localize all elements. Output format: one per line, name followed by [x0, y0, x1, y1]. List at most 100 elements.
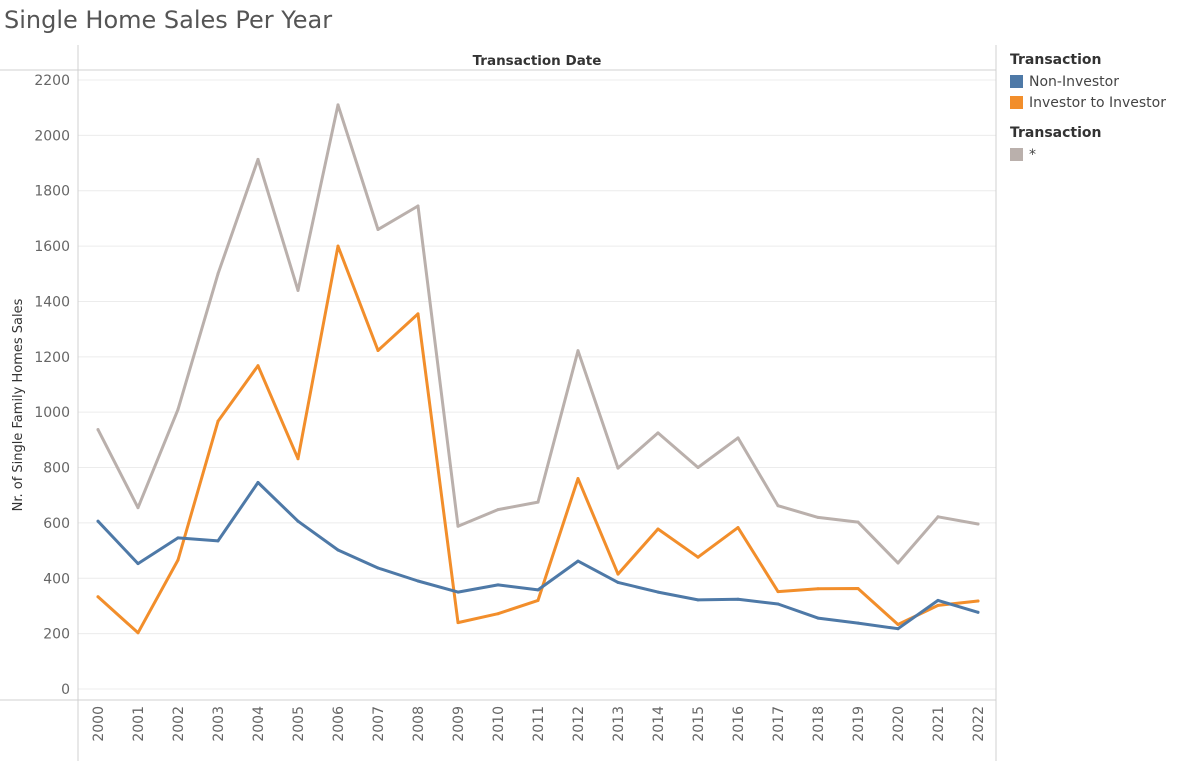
data-point[interactable]	[976, 522, 980, 526]
data-point[interactable]	[656, 527, 660, 531]
data-point[interactable]	[656, 590, 660, 594]
data-point[interactable]	[176, 558, 180, 562]
legend-block-transaction-star: Transaction *	[1010, 125, 1166, 165]
data-point[interactable]	[376, 349, 380, 352]
x-tick-label: 2017	[771, 706, 787, 742]
data-point[interactable]	[656, 431, 660, 435]
x-tick-label: 2008	[411, 706, 427, 742]
data-point[interactable]	[976, 610, 980, 614]
data-point[interactable]	[296, 457, 300, 461]
data-point[interactable]	[136, 506, 140, 510]
data-point[interactable]	[416, 204, 420, 208]
data-point[interactable]	[496, 583, 500, 587]
data-point[interactable]	[376, 566, 380, 570]
legend-title: Transaction	[1010, 125, 1102, 141]
data-point[interactable]	[696, 555, 700, 559]
data-point[interactable]	[976, 599, 980, 603]
data-point[interactable]	[536, 500, 540, 504]
x-tick-label: 2011	[531, 706, 547, 742]
data-point[interactable]	[856, 587, 860, 590]
data-point[interactable]	[216, 539, 220, 543]
data-point[interactable]	[376, 228, 380, 231]
data-point[interactable]	[176, 407, 180, 411]
data-point[interactable]	[216, 419, 220, 423]
x-tick-label: 2012	[571, 706, 587, 742]
data-point[interactable]	[496, 612, 500, 616]
data-point[interactable]	[576, 349, 580, 353]
data-point[interactable]	[536, 588, 540, 592]
data-point[interactable]	[616, 572, 620, 576]
data-point[interactable]	[456, 524, 460, 528]
legend-item-star[interactable]: *	[1010, 144, 1166, 165]
data-point[interactable]	[936, 598, 940, 602]
legend-swatch	[1010, 148, 1023, 161]
x-tick-label: 2006	[331, 706, 347, 742]
data-point[interactable]	[136, 562, 140, 566]
data-point[interactable]	[336, 548, 340, 552]
y-axis-title: Nr. of Single Family Homes Sales	[11, 298, 26, 511]
data-point[interactable]	[776, 590, 780, 594]
data-point[interactable]	[616, 466, 620, 470]
data-point[interactable]	[896, 627, 900, 631]
data-point[interactable]	[456, 590, 460, 594]
data-point[interactable]	[896, 623, 900, 626]
y-tick-label: 200	[43, 627, 70, 643]
x-tick-label: 2020	[891, 706, 907, 742]
data-point[interactable]	[416, 312, 420, 316]
data-point[interactable]	[256, 157, 260, 161]
data-point[interactable]	[136, 631, 140, 635]
x-tick-label: 2018	[811, 706, 827, 742]
data-point[interactable]	[936, 515, 940, 519]
data-point[interactable]	[336, 244, 340, 248]
y-tick-label: 1200	[34, 350, 70, 366]
x-tick-label: 2021	[931, 706, 947, 742]
data-point[interactable]	[256, 481, 260, 484]
x-tick-label: 2002	[171, 706, 187, 742]
data-point[interactable]	[816, 616, 820, 620]
data-point[interactable]	[576, 477, 580, 481]
data-point[interactable]	[96, 428, 100, 432]
data-point[interactable]	[576, 559, 580, 563]
data-point[interactable]	[776, 602, 780, 606]
data-point[interactable]	[896, 561, 900, 565]
legend-item-non-investor[interactable]: Non-Investor	[1010, 71, 1166, 92]
data-point[interactable]	[696, 598, 700, 602]
data-point[interactable]	[296, 519, 300, 523]
data-point[interactable]	[816, 515, 820, 519]
data-point[interactable]	[96, 519, 100, 523]
data-point[interactable]	[736, 597, 740, 601]
data-point[interactable]	[696, 466, 700, 469]
data-point[interactable]	[616, 580, 620, 584]
data-point[interactable]	[456, 621, 460, 625]
data-point[interactable]	[776, 504, 780, 508]
chart-title: Single Home Sales Per Year	[4, 6, 333, 34]
data-point[interactable]	[416, 579, 420, 583]
data-point[interactable]	[296, 288, 300, 292]
data-point[interactable]	[856, 520, 860, 524]
data-point[interactable]	[736, 526, 740, 530]
data-point[interactable]	[936, 603, 940, 607]
data-point[interactable]	[536, 598, 540, 602]
data-point[interactable]	[176, 536, 180, 540]
data-point[interactable]	[856, 621, 860, 625]
legend-label: Non-Investor	[1029, 73, 1119, 90]
data-point[interactable]	[736, 436, 740, 440]
legend-label: *	[1029, 146, 1036, 163]
data-point[interactable]	[336, 103, 340, 107]
data-point[interactable]	[216, 272, 220, 276]
data-point[interactable]	[96, 595, 100, 599]
x-tick-label: 2019	[851, 706, 867, 742]
x-tick-label: 2016	[731, 706, 747, 742]
data-point[interactable]	[816, 587, 820, 591]
y-tick-label: 800	[43, 461, 70, 477]
legend-item-investor-to-investor[interactable]: Investor to Investor	[1010, 92, 1166, 113]
data-point[interactable]	[496, 508, 500, 512]
x-tick-label: 2013	[611, 706, 627, 742]
data-point[interactable]	[256, 364, 260, 368]
legend-label: Investor to Investor	[1029, 94, 1166, 111]
x-tick-label: 2014	[651, 706, 667, 742]
column-header: Transaction Date	[473, 53, 602, 69]
y-tick-label: 600	[43, 516, 70, 532]
y-tick-label: 0	[61, 682, 70, 698]
